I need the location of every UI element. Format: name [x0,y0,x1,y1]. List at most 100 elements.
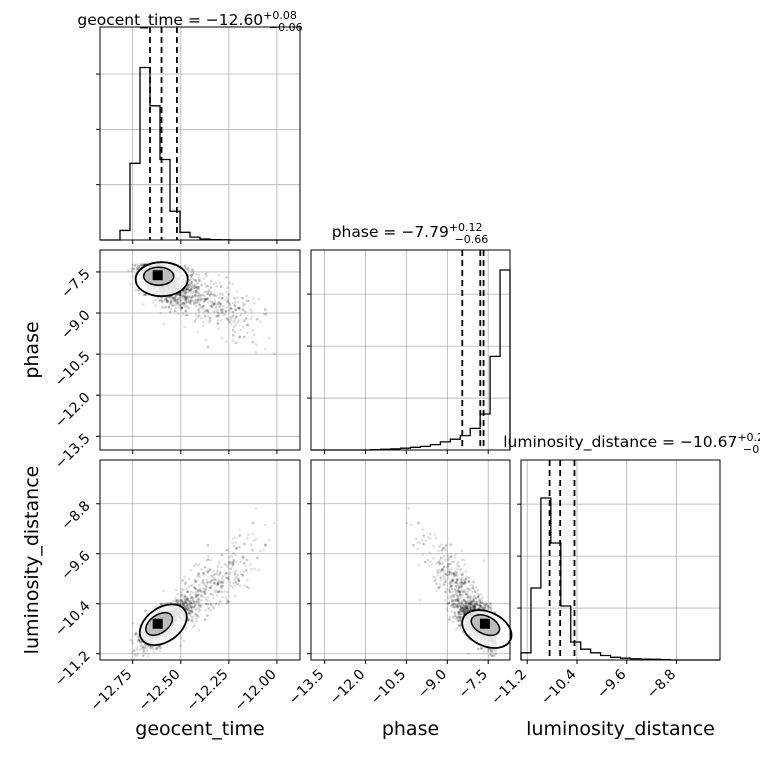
sample-point [206,595,210,599]
sample-point [197,273,201,277]
sample-point [264,308,267,311]
sample-point [206,308,209,312]
sample-point [209,574,213,578]
sample-point [238,335,242,339]
sample-point [242,542,246,546]
sample-point [183,294,187,297]
sample-point [238,314,242,317]
sample-point [216,565,220,569]
sample-point [185,604,189,608]
sample-point [208,293,212,297]
sample-point [204,309,208,313]
sample-point [229,567,232,571]
sample-point [186,266,190,270]
sample-point [443,598,447,602]
sample-point [189,275,193,279]
sample-point [220,336,224,340]
sample-point [232,325,236,329]
sample-point [250,567,253,571]
sample-point [209,286,213,289]
sample-point [208,299,212,303]
sample-point [252,333,256,336]
sample-point [231,334,235,337]
sample-point [167,305,171,309]
sample-point [237,545,240,548]
sample-point [173,309,177,313]
sample-point [231,334,235,337]
sample-point [209,280,213,284]
sample-point [195,294,199,298]
sample-point [251,297,255,300]
sample-point [204,598,208,602]
sample-point [225,548,228,552]
sample-point [234,300,237,304]
grid-layer [100,27,720,660]
sample-point [251,549,255,552]
sample-point [184,582,187,585]
sample-point [189,298,193,302]
sample-point [427,564,431,567]
sample-point [137,292,141,296]
sample-point [231,537,235,540]
sample-point [244,317,248,320]
sample-point [233,304,237,308]
sample-point [173,304,177,307]
sample-point [262,313,266,316]
sample-point [165,298,169,302]
sample-point [246,533,250,536]
sample-point [194,617,198,620]
sample-point [221,595,224,599]
sample-point [185,297,189,300]
sample-point [227,301,231,305]
sample-point [186,284,190,287]
sample-point [190,595,194,599]
sample-point [144,609,147,613]
sample-point [200,305,204,309]
sample-point [176,302,179,305]
sample-point [212,569,216,572]
sample-point [218,293,222,296]
sample-point [194,290,198,294]
sample-point [146,649,149,652]
sample-point [171,303,175,306]
sample-point [219,302,222,305]
sample-point [193,294,197,298]
sample-point [249,317,253,321]
sample-point [233,317,237,321]
sample-point [235,341,238,345]
sample-point [164,298,168,301]
sample-point [171,600,175,603]
sample-point [272,352,276,356]
sample-point [137,289,140,292]
sample-point [202,277,205,281]
sample-point [200,594,203,598]
sample-point [175,300,178,304]
sample-point [229,570,233,574]
sample-point [231,310,235,314]
sample-point [194,286,197,289]
sample-point [185,602,189,605]
sample-point [246,324,250,327]
sample-point [246,578,249,582]
sample-point [256,317,259,321]
sample-point [202,304,206,308]
sample-point [243,584,246,587]
sample-point [233,304,237,308]
sample-point [196,330,200,333]
sample-point [194,279,198,283]
sample-point [182,302,186,306]
sample-point [224,596,228,599]
sample-point [215,303,218,306]
sample-point [205,297,208,301]
sample-point [241,555,245,558]
sample-point [147,652,150,655]
sample-point [191,295,195,298]
sample-point [189,270,193,273]
sample-point [146,654,150,658]
sample-point [212,294,216,297]
sample-point [137,265,140,268]
sample-point [233,297,237,300]
sample-point [158,649,162,652]
sample-point [174,599,178,603]
sample-point [214,588,217,591]
